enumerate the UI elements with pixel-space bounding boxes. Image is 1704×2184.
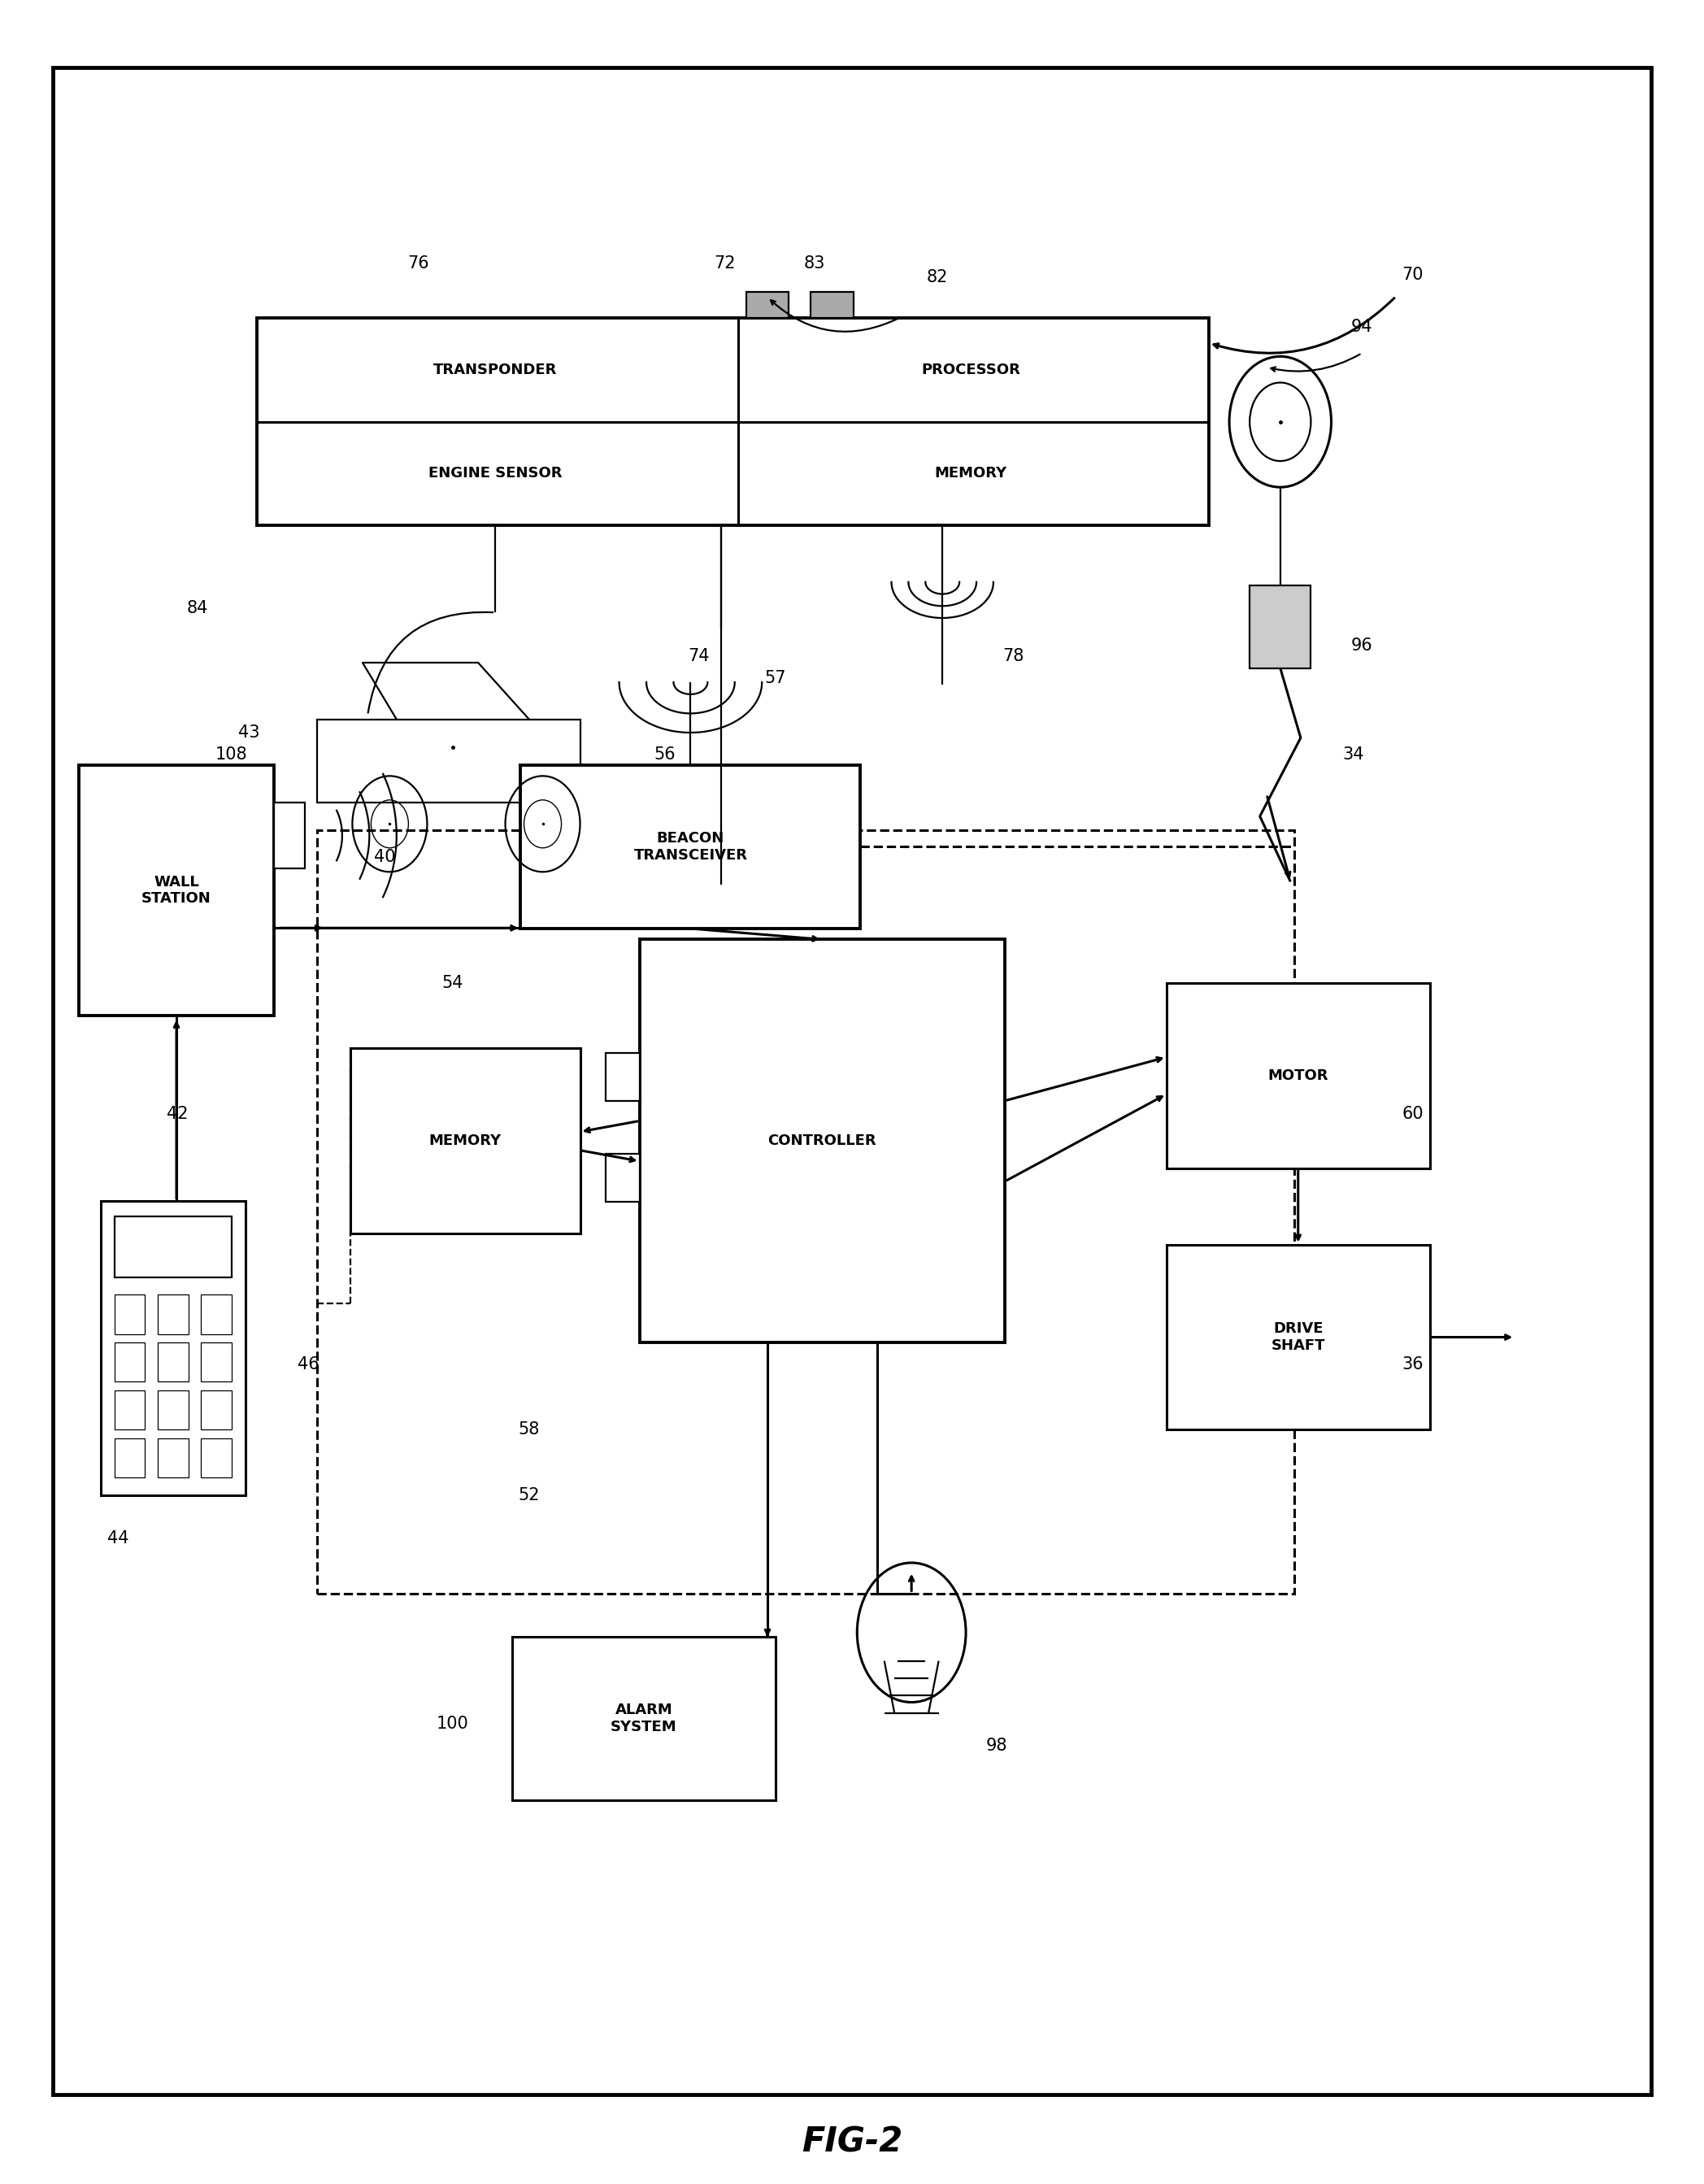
Bar bbox=[811, 293, 854, 319]
Text: 46: 46 bbox=[296, 1356, 319, 1372]
Text: MOTOR: MOTOR bbox=[1268, 1068, 1329, 1083]
Text: BEACON
TRANSCEIVER: BEACON TRANSCEIVER bbox=[634, 832, 748, 863]
Bar bbox=[114, 1343, 145, 1382]
Text: 42: 42 bbox=[167, 1105, 187, 1123]
Bar bbox=[746, 293, 789, 319]
Bar bbox=[521, 764, 861, 928]
Text: PROCESSOR: PROCESSOR bbox=[922, 363, 1021, 378]
Text: 96: 96 bbox=[1351, 638, 1373, 653]
Text: 94: 94 bbox=[1351, 319, 1373, 334]
Bar bbox=[114, 1216, 232, 1278]
Text: 83: 83 bbox=[804, 256, 825, 273]
Text: 82: 82 bbox=[927, 269, 947, 284]
Text: 44: 44 bbox=[107, 1531, 128, 1546]
Bar bbox=[114, 1295, 145, 1334]
Bar bbox=[1167, 1245, 1430, 1431]
Bar bbox=[257, 319, 1208, 526]
Bar bbox=[158, 1439, 189, 1479]
Bar bbox=[1167, 983, 1430, 1168]
Bar bbox=[114, 1439, 145, 1479]
Text: 40: 40 bbox=[373, 850, 395, 865]
Bar bbox=[201, 1391, 232, 1431]
Text: 54: 54 bbox=[441, 974, 463, 992]
Text: 36: 36 bbox=[1402, 1356, 1423, 1372]
Text: 100: 100 bbox=[436, 1717, 469, 1732]
Text: 70: 70 bbox=[1402, 266, 1423, 282]
Bar bbox=[274, 804, 305, 869]
Text: 76: 76 bbox=[407, 256, 429, 273]
Text: WALL
STATION: WALL STATION bbox=[141, 874, 211, 906]
Bar bbox=[101, 1201, 245, 1496]
Text: 84: 84 bbox=[187, 601, 208, 616]
Bar bbox=[201, 1343, 232, 1382]
Text: DRIVE
SHAFT: DRIVE SHAFT bbox=[1271, 1321, 1326, 1352]
Bar bbox=[351, 1048, 579, 1234]
Text: 98: 98 bbox=[985, 1738, 1007, 1754]
Bar bbox=[201, 1439, 232, 1479]
Text: 78: 78 bbox=[1002, 649, 1024, 664]
Text: 57: 57 bbox=[765, 670, 786, 686]
Bar bbox=[78, 764, 274, 1016]
Bar bbox=[158, 1391, 189, 1431]
Bar bbox=[158, 1343, 189, 1382]
Text: 56: 56 bbox=[654, 747, 676, 762]
Text: 43: 43 bbox=[239, 725, 259, 740]
Text: MEMORY: MEMORY bbox=[429, 1133, 501, 1149]
Text: 52: 52 bbox=[518, 1487, 540, 1503]
Text: 72: 72 bbox=[714, 256, 736, 273]
Bar bbox=[317, 719, 579, 802]
Bar bbox=[317, 830, 1293, 1594]
Bar bbox=[114, 1391, 145, 1431]
Text: TRANSPONDER: TRANSPONDER bbox=[433, 363, 557, 378]
Text: 58: 58 bbox=[518, 1422, 540, 1437]
Text: ALARM
SYSTEM: ALARM SYSTEM bbox=[610, 1704, 676, 1734]
Text: 60: 60 bbox=[1402, 1105, 1423, 1123]
Bar bbox=[605, 1153, 639, 1201]
Text: MEMORY: MEMORY bbox=[935, 465, 1007, 480]
Bar bbox=[513, 1636, 775, 1800]
Text: 74: 74 bbox=[688, 649, 711, 664]
Bar bbox=[158, 1295, 189, 1334]
Text: 34: 34 bbox=[1343, 747, 1365, 762]
Bar bbox=[201, 1295, 232, 1334]
Text: 108: 108 bbox=[216, 747, 247, 762]
Text: ENGINE SENSOR: ENGINE SENSOR bbox=[428, 465, 562, 480]
Bar bbox=[639, 939, 1005, 1343]
Bar bbox=[1249, 585, 1310, 668]
Text: FIG-2: FIG-2 bbox=[801, 2125, 903, 2160]
Text: CONTROLLER: CONTROLLER bbox=[769, 1133, 876, 1149]
Bar bbox=[605, 1053, 639, 1101]
